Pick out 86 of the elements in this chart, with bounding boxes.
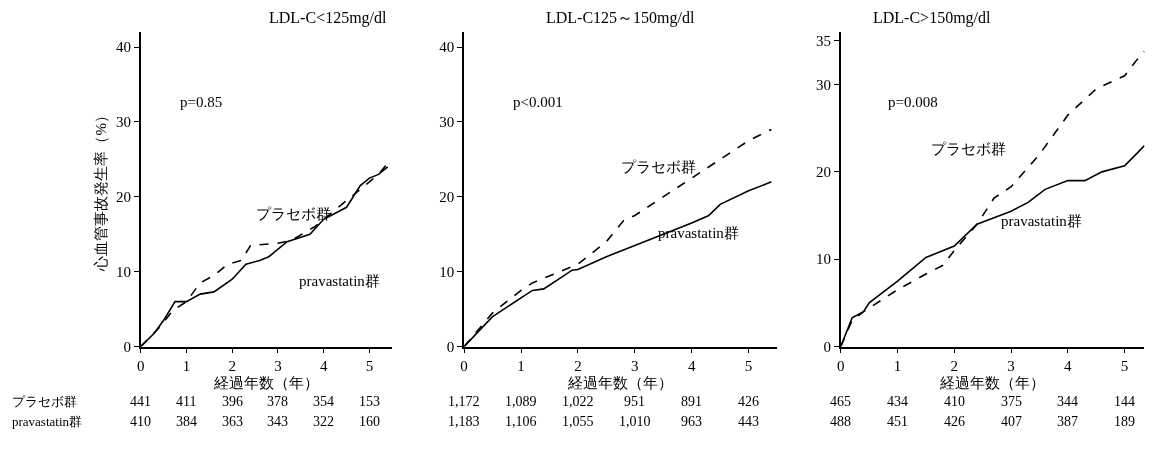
y-tick-label: 10 [816, 251, 832, 268]
text: 1,089 [505, 394, 537, 409]
text: 396 [222, 394, 243, 409]
text: 1,055 [562, 414, 594, 429]
text: 441 [130, 394, 151, 409]
chart-title: LDL-C<125mg/dl [269, 9, 388, 27]
text: 963 [681, 414, 702, 429]
text: 375 [1001, 394, 1022, 409]
text: 344 [1057, 394, 1078, 409]
annotation: p<0.001 [513, 94, 563, 110]
x-tick-label: 1 [182, 358, 191, 375]
series-label: プラセボ群 [621, 159, 696, 175]
text: 189 [1114, 414, 1135, 429]
x-tick-label: 5 [1120, 358, 1129, 375]
text: 426 [738, 394, 759, 409]
text: 451 [887, 414, 908, 429]
text: 434 [887, 394, 908, 409]
series-label: プラセボ群 [931, 141, 1006, 157]
x-tick-label: 0 [460, 358, 468, 375]
y-tick-label: 20 [816, 164, 832, 181]
x-tick-label: 2 [574, 358, 582, 375]
text: 343 [267, 414, 288, 429]
text: 411 [176, 394, 197, 409]
annotation: p=0.85 [180, 94, 223, 110]
text: 410 [944, 394, 965, 409]
y-axis-title: 心血管事故発生率（%） [92, 108, 109, 272]
y-tick-label: 20 [439, 189, 455, 206]
text: プラセボ群 [12, 394, 77, 409]
y-tick-label: 30 [439, 114, 455, 131]
y-tick-label: 10 [116, 263, 132, 280]
y-tick-label: 40 [116, 39, 132, 56]
x-tick-label: 1 [517, 358, 525, 375]
text: 410 [130, 414, 151, 429]
x-tick-label: 4 [687, 358, 696, 375]
x-tick-label: 2 [950, 358, 959, 375]
text: 387 [1057, 414, 1078, 429]
x-tick-label: 2 [228, 358, 236, 375]
y-tick-label: 20 [116, 189, 132, 206]
text: 1,183 [448, 414, 480, 429]
text: 426 [944, 414, 965, 429]
y-tick-label: 30 [116, 114, 132, 131]
x-tick-label: 4 [319, 358, 328, 375]
chart-title: LDL-C125～150mg/dl [546, 9, 695, 27]
text: 322 [313, 414, 334, 429]
text: 378 [267, 394, 288, 409]
x-tick-label: 3 [631, 358, 639, 375]
x-tick-label: 0 [137, 358, 145, 375]
text: 1,010 [619, 414, 651, 429]
text: 354 [313, 394, 334, 409]
text: 144 [1114, 394, 1135, 409]
annotation: p=0.008 [888, 94, 938, 110]
x-tick-label: 4 [1064, 358, 1073, 375]
y-tick-label: 10 [439, 263, 455, 280]
text: 363 [222, 414, 243, 429]
x-tick-label: 0 [837, 358, 845, 375]
y-tick-label: 0 [123, 338, 132, 355]
text: 1,106 [505, 414, 537, 429]
series-label: pravastatin群 [1001, 213, 1082, 229]
x-axis-title: 経過年数（年） [939, 374, 1046, 391]
x-tick-label: 5 [365, 358, 374, 375]
text: 407 [1001, 414, 1022, 429]
x-tick-label: 1 [893, 358, 902, 375]
text: pravastatin群 [299, 273, 380, 289]
y-tick-label: 30 [816, 76, 832, 93]
series-label: pravastatin群 [658, 225, 739, 241]
y-tick-label: 35 [816, 33, 832, 50]
x-axis-title: 経過年数（年） [213, 374, 320, 391]
text: 1,022 [562, 394, 594, 409]
y-tick-label: 0 [446, 338, 455, 355]
text: 1,172 [448, 394, 480, 409]
x-tick-label: 5 [744, 358, 753, 375]
text: pravastatin群 [12, 414, 83, 429]
x-tick-label: 3 [1007, 358, 1015, 375]
text: 891 [681, 394, 702, 409]
text: 160 [359, 414, 380, 429]
text: 488 [830, 414, 851, 429]
text: 443 [738, 414, 759, 429]
x-axis-title: 経過年数（年） [567, 374, 674, 391]
chart-title: LDL-C>150mg/dl [873, 9, 992, 27]
y-tick-label: 0 [823, 338, 832, 355]
text: 465 [830, 394, 851, 409]
text: 384 [176, 414, 197, 429]
x-tick-label: 3 [274, 358, 282, 375]
y-tick-label: 40 [439, 39, 455, 56]
text: 951 [624, 394, 645, 409]
text: 153 [359, 394, 380, 409]
